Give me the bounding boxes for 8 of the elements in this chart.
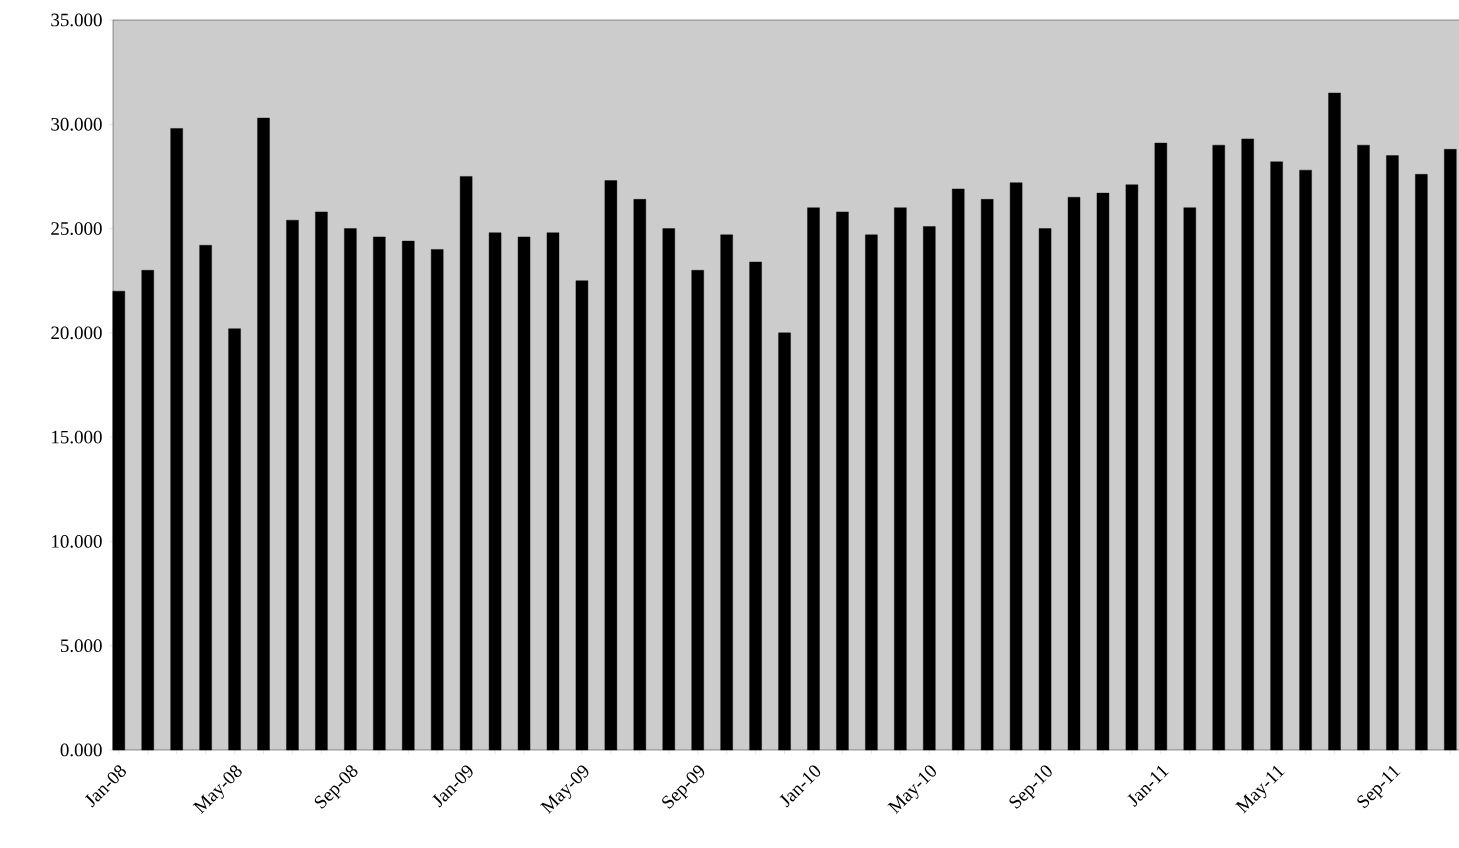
y-tick-label: 5.000 bbox=[60, 639, 102, 653]
y-tick-label: 35.000 bbox=[51, 13, 102, 27]
y-tick-label: 30.000 bbox=[51, 117, 102, 131]
y-tick-label: 20.000 bbox=[51, 326, 102, 340]
y-tick-label: 10.000 bbox=[52, 535, 102, 548]
y-tick-label: 0.000 bbox=[60, 743, 102, 757]
y-tick-label: 15.000 bbox=[52, 430, 102, 444]
y-tick-label: 25.000 bbox=[51, 222, 102, 235]
